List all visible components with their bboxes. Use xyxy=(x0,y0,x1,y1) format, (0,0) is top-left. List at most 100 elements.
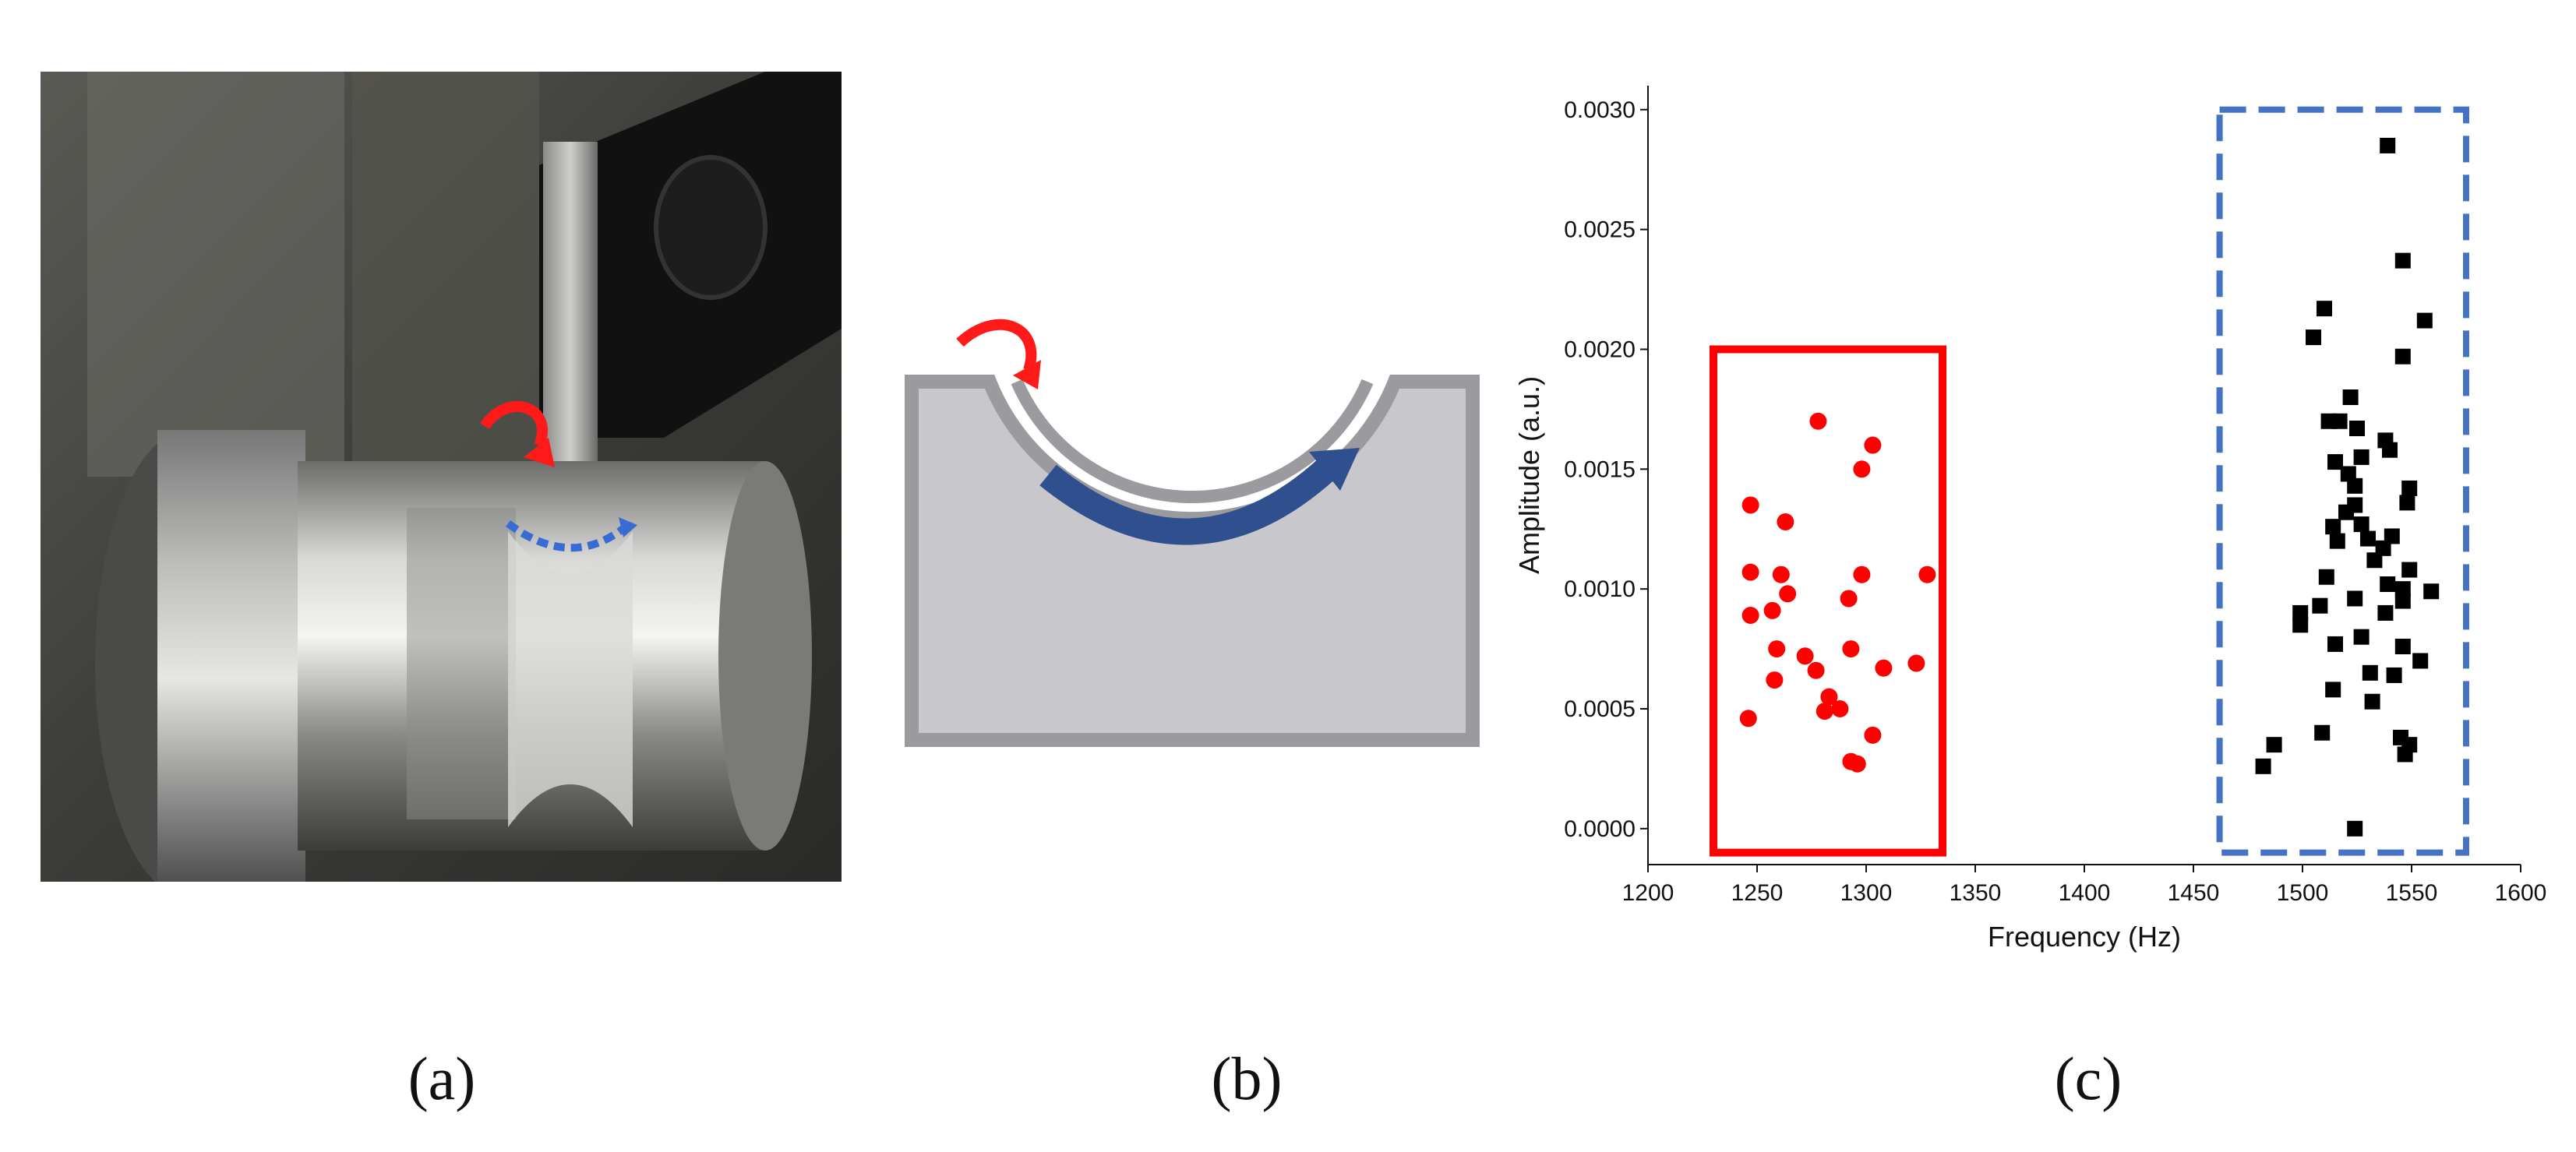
black-data-point xyxy=(2329,533,2345,549)
x-tick-label: 1600 xyxy=(2495,880,2547,906)
data-points xyxy=(1739,137,2440,837)
y-axis-label: Amplitude (a.u.) xyxy=(1513,376,1545,574)
rotation-arrowhead-red xyxy=(524,438,555,467)
black-data-point xyxy=(2292,604,2309,621)
red-data-point xyxy=(1842,640,1860,658)
red-data-point xyxy=(1918,565,1936,583)
feed-path-arrow-blue xyxy=(506,520,628,552)
black-data-point xyxy=(2353,629,2370,645)
black-data-point xyxy=(2380,137,2396,153)
y-tick-label: 0.0030 xyxy=(1564,97,1636,123)
black-data-point xyxy=(2318,569,2334,585)
workpiece-groove xyxy=(508,531,633,827)
x-tick-label: 1200 xyxy=(1622,880,1674,906)
rotation-arrowhead-red xyxy=(1013,360,1041,389)
red-data-point xyxy=(1853,565,1871,583)
feed-arrow-blue xyxy=(1039,457,1338,545)
black-data-point xyxy=(2394,593,2411,609)
black-data-point xyxy=(2386,667,2402,683)
black-data-point xyxy=(2377,604,2394,621)
machining-photo xyxy=(41,72,842,897)
black-data-point xyxy=(2347,477,2363,494)
black-data-point xyxy=(2380,576,2396,592)
black-data-point xyxy=(2353,516,2370,533)
x-axis-label: Frequency (Hz) xyxy=(1988,921,2181,953)
machining-photo-drawing xyxy=(41,72,842,897)
red-data-point xyxy=(1796,647,1814,665)
red-data-point xyxy=(1739,710,1757,727)
rotation-arrow-red xyxy=(956,319,1037,372)
black-data-point xyxy=(2347,820,2363,837)
red-data-point xyxy=(1853,460,1871,478)
black-data-point xyxy=(2306,329,2321,346)
black-data-point xyxy=(2412,653,2429,669)
black-data-point xyxy=(2401,480,2418,496)
black-data-point xyxy=(2325,682,2341,698)
frequency-amplitude-chart: 1200 1250 1300 1350 1400 1450 1500 1550 1600 0.00… xyxy=(1504,55,2571,974)
red-data-point xyxy=(1820,688,1838,706)
red-data-point xyxy=(1809,412,1827,430)
black-data-point xyxy=(2394,639,2411,654)
black-data-point xyxy=(2397,746,2413,763)
x-tick-label: 1350 xyxy=(1950,880,2002,906)
red-data-point xyxy=(1831,700,1849,717)
red-data-point xyxy=(1807,661,1825,679)
machine-housing xyxy=(87,72,344,477)
chuck-body xyxy=(157,430,305,882)
red-data-point xyxy=(1864,726,1882,744)
black-data-point xyxy=(2382,442,2398,458)
groove-schematic-drawing xyxy=(905,319,1480,747)
black-data-point xyxy=(2292,617,2309,633)
red-data-point xyxy=(1875,659,1893,677)
black-data-point xyxy=(2317,301,2332,317)
black-data-point xyxy=(2325,519,2341,535)
black-data-point xyxy=(2338,504,2354,520)
black-data-point xyxy=(2366,552,2383,569)
black-data-point xyxy=(2353,449,2370,465)
groove-schematic xyxy=(904,312,1480,763)
red-data-point xyxy=(1766,671,1784,689)
black-data-point xyxy=(2314,724,2331,741)
black-data-point xyxy=(2401,562,2418,578)
red-highlight-box xyxy=(1710,345,1946,857)
feed-arrowhead-blue xyxy=(1309,448,1360,491)
groove-surface xyxy=(1011,379,1374,504)
chart-svg: 1200 1250 1300 1350 1400 1450 1500 1550 1600 0.00… xyxy=(1513,86,2546,953)
workpiece-ring xyxy=(407,508,516,819)
y-tick-label: 0.0010 xyxy=(1564,576,1636,602)
black-data-point xyxy=(2399,495,2415,511)
x-tick-label: 1450 xyxy=(2168,880,2220,906)
black-data-point xyxy=(2394,252,2411,269)
red-data-point xyxy=(1864,436,1882,454)
red-data-point xyxy=(1779,585,1797,603)
red-data-point xyxy=(1768,640,1786,658)
y-tick-label: 0.0020 xyxy=(1564,336,1636,362)
x-tick-label: 1550 xyxy=(2386,880,2438,906)
x-tick-label: 1500 xyxy=(2277,880,2329,906)
black-data-point xyxy=(2394,348,2411,365)
x-tick-label: 1300 xyxy=(1840,880,1893,906)
panel-label-a: (a) xyxy=(408,1045,476,1112)
black-data-point xyxy=(2349,421,2365,436)
black-data-point xyxy=(2312,597,2328,614)
y-tick-label: 0.0000 xyxy=(1564,816,1636,842)
black-data-point xyxy=(2255,758,2271,774)
black-data-point xyxy=(2331,413,2348,429)
black-data-point xyxy=(2360,530,2376,547)
workpiece-end xyxy=(718,461,812,851)
black-data-point xyxy=(2364,693,2380,710)
black-data-point xyxy=(2340,466,2356,482)
red-data-point xyxy=(1907,654,1925,672)
red-data-point xyxy=(1848,755,1866,773)
highlight-boxes xyxy=(1710,106,2469,857)
black-data-point xyxy=(2327,454,2343,470)
black-data-point xyxy=(2327,636,2343,652)
rotation-arrow-red xyxy=(480,401,548,448)
red-data-point xyxy=(1741,563,1759,581)
black-data-point xyxy=(2394,581,2411,597)
red-data-point xyxy=(1741,607,1759,624)
black-data-point xyxy=(2362,664,2378,681)
chart-axes: 1200 1250 1300 1350 1400 1450 1500 1550 1600 0.00… xyxy=(1564,86,2546,906)
x-tick-label: 1400 xyxy=(2059,880,2111,906)
x-tick-label: 1250 xyxy=(1731,880,1784,906)
